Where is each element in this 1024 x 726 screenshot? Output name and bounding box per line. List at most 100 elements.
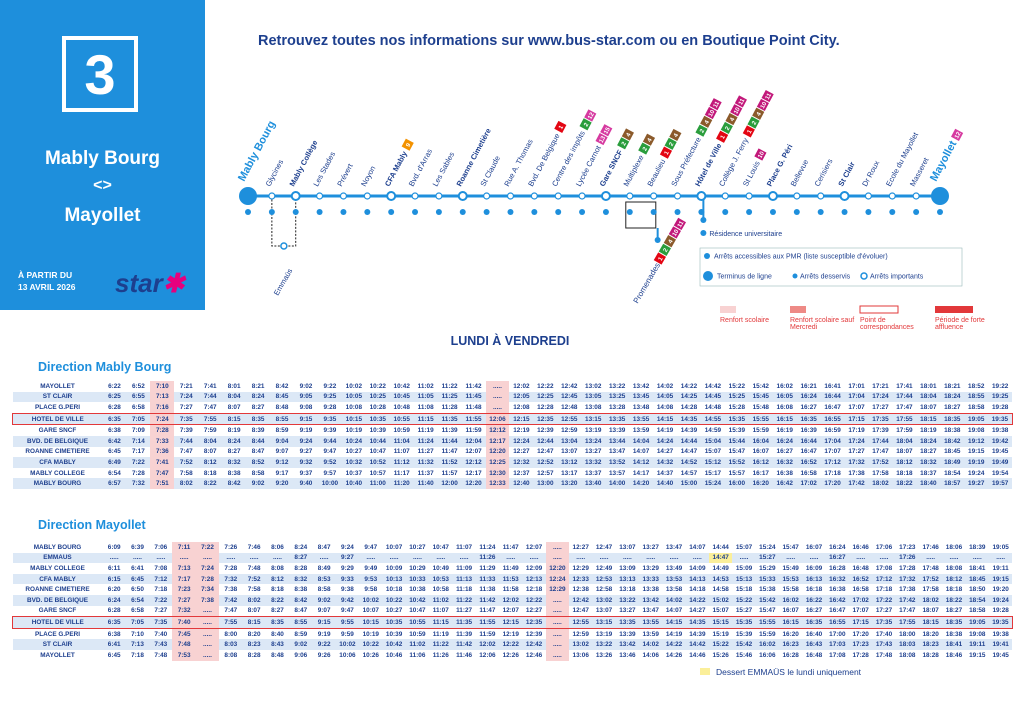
time-cell: 18:23 bbox=[918, 639, 943, 650]
time-cell: 19:11 bbox=[965, 639, 989, 650]
time-cell: 7:28 bbox=[224, 564, 238, 572]
time-cell: 16:55 bbox=[825, 616, 849, 629]
time-cell: 7:05 bbox=[126, 412, 151, 426]
stop-cell: ROANNE CIMETIERE bbox=[25, 448, 90, 456]
time-cell: 7:52 bbox=[242, 573, 266, 585]
time-cell: 14:57 bbox=[680, 469, 698, 477]
time-cell: 17:52 bbox=[918, 573, 943, 585]
time-cell: 10:07 bbox=[385, 543, 403, 551]
time-cell: 7:11 bbox=[172, 542, 196, 553]
pmr-icon bbox=[483, 209, 490, 215]
time-cell: 8:18 bbox=[203, 469, 217, 477]
time-cell: 19:05 bbox=[964, 412, 989, 426]
time-cell: 7:18 bbox=[131, 651, 144, 659]
time-cell: 7:32 bbox=[219, 573, 243, 585]
time-cell: 19:28 bbox=[991, 403, 1009, 411]
time-cell: 12:47 bbox=[572, 607, 589, 615]
time-cell: 16:18 bbox=[805, 586, 823, 594]
time-cell: 10:44 bbox=[365, 435, 390, 447]
connection-badge: 10 bbox=[730, 104, 743, 117]
time-cell: 16:06 bbox=[759, 651, 776, 659]
time-cell: 12:20 bbox=[545, 563, 570, 574]
time-cell: 8:02 bbox=[242, 594, 266, 606]
time-cell: 17:39 bbox=[872, 427, 889, 435]
time-cell: ..... bbox=[499, 552, 523, 564]
time-cell: 7:26 bbox=[224, 543, 238, 551]
timetable-row: MAYOLLET 6:22 6:52 7:10 7:21 7:41 8:01 8:21 8:42… bbox=[13, 381, 1013, 392]
time-cell: 13:35 bbox=[615, 616, 640, 629]
time-cell: 13:27 bbox=[642, 543, 659, 551]
time-cell: 14:22 bbox=[680, 382, 698, 390]
time-cell: 7:21 bbox=[179, 382, 193, 390]
start-date: 13 AVRIL 2026 bbox=[18, 282, 76, 292]
time-cell: 7:10 bbox=[131, 630, 144, 638]
time-cell: 11:44 bbox=[437, 435, 462, 447]
time-cell: 16:48 bbox=[852, 564, 869, 572]
time-cell: 9:35 bbox=[317, 412, 342, 426]
time-cell: 13:07 bbox=[595, 607, 613, 615]
badge-bg bbox=[664, 137, 677, 150]
time-cell: ..... bbox=[802, 552, 826, 564]
time-cell: 11:59 bbox=[479, 630, 496, 638]
time-cell: 12:42 bbox=[561, 382, 578, 390]
time-cell: 14:42 bbox=[704, 382, 722, 390]
time-cell: 15:39 bbox=[735, 630, 753, 638]
key-school: Renfort scolaire bbox=[720, 317, 770, 324]
time-cell: 12:38 bbox=[572, 586, 589, 594]
time-cell: 16:15 bbox=[779, 616, 803, 629]
time-cell: ..... bbox=[545, 542, 570, 553]
time-cell: 16:27 bbox=[825, 552, 849, 564]
time-cell: 7:40 bbox=[154, 630, 168, 638]
time-cell: 11:32 bbox=[413, 457, 438, 468]
time-cell: 11:00 bbox=[365, 478, 390, 489]
key-school-ex-swatch bbox=[790, 306, 806, 313]
time-cell: 17:35 bbox=[872, 616, 896, 629]
time-cell: 8:00 bbox=[224, 630, 238, 638]
time-cell: 9:58 bbox=[364, 586, 378, 594]
time-cell: 12:09 bbox=[525, 564, 543, 572]
stop bbox=[721, 192, 729, 200]
time-cell: 12:02 bbox=[499, 594, 523, 606]
time-cell: 17:55 bbox=[892, 412, 917, 426]
time-cell: 11:02 bbox=[417, 382, 434, 390]
badge-bg bbox=[700, 115, 713, 128]
time-cell: 9:19 bbox=[317, 630, 331, 638]
time-cell: 15:59 bbox=[752, 427, 769, 435]
connection-badge: 2 bbox=[695, 124, 708, 137]
stop-name: Masseret bbox=[908, 155, 931, 188]
time-cell: 14:58 bbox=[712, 586, 729, 594]
time-cell: 10:00 bbox=[317, 478, 342, 489]
time-cell: ..... bbox=[429, 552, 453, 564]
terminus bbox=[239, 187, 257, 205]
time-cell: 6:45 bbox=[125, 573, 150, 585]
key-connection-swatch bbox=[859, 305, 899, 314]
time-cell: 17:03 bbox=[825, 639, 849, 650]
time-cell: 18:18 bbox=[896, 469, 913, 477]
time-cell: 9:57 bbox=[323, 469, 337, 477]
badge-number: 11 bbox=[765, 92, 774, 101]
pmr-icon bbox=[674, 209, 681, 215]
time-cell: 18:52 bbox=[968, 382, 985, 390]
timetable: MAYOLLET 6:22 6:52 7:10 7:21 7:41 8:01 8:21 8:42… bbox=[12, 381, 1013, 489]
time-cell: 18:58 bbox=[968, 403, 985, 411]
time-cell: 10:22 bbox=[369, 382, 386, 390]
time-cell: 18:02 bbox=[918, 594, 943, 606]
time-cell: 8:43 bbox=[265, 639, 290, 650]
pmr-icon bbox=[650, 209, 657, 215]
time-cell: 13:15 bbox=[592, 616, 616, 629]
time-cell: 12:33 bbox=[569, 573, 593, 585]
time-cell: 17:04 bbox=[844, 391, 869, 403]
badge-number: 12 bbox=[587, 111, 596, 120]
time-cell: 8:01 bbox=[227, 382, 241, 390]
time-cell: 11:52 bbox=[437, 457, 462, 468]
time-cell: 17:48 bbox=[922, 564, 939, 572]
stop bbox=[483, 192, 491, 200]
time-cell: 15:39 bbox=[728, 427, 746, 435]
time-cell: 8:04 bbox=[198, 435, 223, 447]
time-cell: 17:28 bbox=[852, 651, 869, 659]
time-cell: 12:12 bbox=[485, 424, 510, 436]
connection-badge: 9 bbox=[401, 138, 414, 151]
time-cell: 18:19 bbox=[920, 427, 937, 435]
time-cell: 14:07 bbox=[689, 543, 706, 551]
time-cell: ..... bbox=[545, 605, 570, 617]
